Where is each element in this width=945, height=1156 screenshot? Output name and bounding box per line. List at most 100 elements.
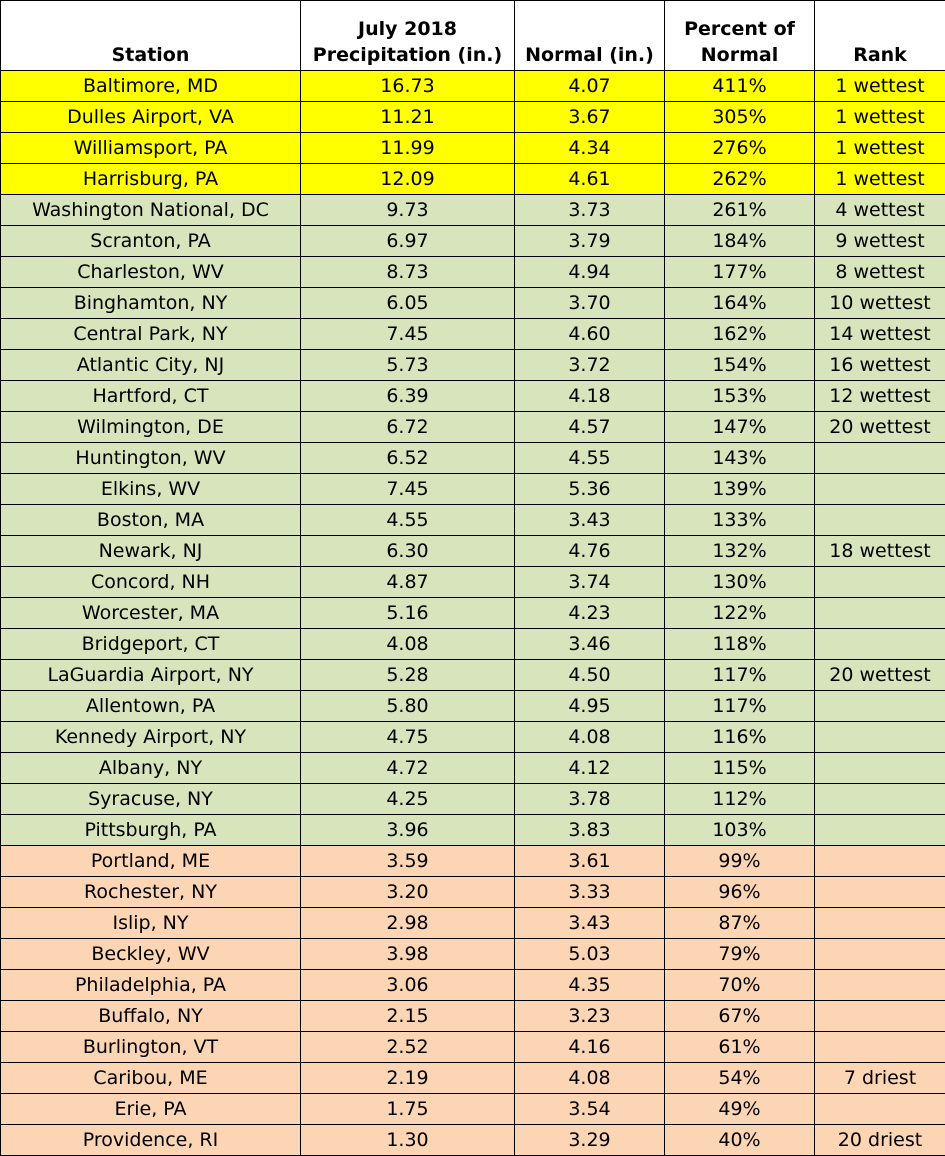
- rank-cell: [815, 722, 945, 753]
- rank-cell: [815, 970, 945, 1001]
- normal-cell: 3.43: [515, 505, 665, 536]
- header-percent-of-normal: Percent of Normal: [665, 1, 815, 71]
- rank-cell: 1 wettest: [815, 164, 945, 195]
- normal-cell: 3.67: [515, 102, 665, 133]
- station-cell: Boston, MA: [1, 505, 301, 536]
- precipitation-cell: 2.52: [301, 1032, 515, 1063]
- rank-cell: 20 driest: [815, 1125, 945, 1156]
- header-percent-line2: Normal: [665, 42, 814, 68]
- station-cell: Scranton, PA: [1, 226, 301, 257]
- precipitation-cell: 4.72: [301, 753, 515, 784]
- percent-of-normal-cell: 117%: [665, 660, 815, 691]
- rank-cell: [815, 505, 945, 536]
- percent-of-normal-cell: 276%: [665, 133, 815, 164]
- normal-cell: 3.54: [515, 1094, 665, 1125]
- rank-cell: 1 wettest: [815, 71, 945, 102]
- station-cell: Atlantic City, NJ: [1, 350, 301, 381]
- normal-cell: 3.61: [515, 846, 665, 877]
- precipitation-cell: 7.45: [301, 319, 515, 350]
- percent-of-normal-cell: 184%: [665, 226, 815, 257]
- station-cell: Portland, ME: [1, 846, 301, 877]
- station-cell: Worcester, MA: [1, 598, 301, 629]
- percent-of-normal-cell: 143%: [665, 443, 815, 474]
- percent-of-normal-cell: 115%: [665, 753, 815, 784]
- precipitation-cell: 4.25: [301, 784, 515, 815]
- header-precipitation: July 2018 Precipitation (in.): [301, 1, 515, 71]
- precipitation-cell: 9.73: [301, 195, 515, 226]
- precipitation-cell: 12.09: [301, 164, 515, 195]
- rank-cell: [815, 598, 945, 629]
- percent-of-normal-cell: 139%: [665, 474, 815, 505]
- header-normal: Normal (in.): [515, 1, 665, 71]
- normal-cell: 3.73: [515, 195, 665, 226]
- percent-of-normal-cell: 147%: [665, 412, 815, 443]
- header-rank: Rank: [815, 1, 945, 71]
- normal-cell: 4.23: [515, 598, 665, 629]
- percent-of-normal-cell: 103%: [665, 815, 815, 846]
- rank-cell: 9 wettest: [815, 226, 945, 257]
- station-cell: Burlington, VT: [1, 1032, 301, 1063]
- normal-cell: 3.70: [515, 288, 665, 319]
- percent-of-normal-cell: 130%: [665, 567, 815, 598]
- precipitation-cell: 5.16: [301, 598, 515, 629]
- normal-cell: 4.57: [515, 412, 665, 443]
- percent-of-normal-cell: 49%: [665, 1094, 815, 1125]
- station-cell: Caribou, ME: [1, 1063, 301, 1094]
- station-cell: Pittsburgh, PA: [1, 815, 301, 846]
- station-cell: Wilmington, DE: [1, 412, 301, 443]
- normal-cell: 3.23: [515, 1001, 665, 1032]
- precipitation-cell: 3.98: [301, 939, 515, 970]
- percent-of-normal-cell: 96%: [665, 877, 815, 908]
- precipitation-cell: 8.73: [301, 257, 515, 288]
- precipitation-cell: 2.19: [301, 1063, 515, 1094]
- rank-cell: 20 wettest: [815, 412, 945, 443]
- normal-cell: 4.95: [515, 691, 665, 722]
- rank-cell: [815, 877, 945, 908]
- header-precipitation-line2: Precipitation (in.): [301, 42, 514, 68]
- normal-cell: 4.07: [515, 71, 665, 102]
- percent-of-normal-cell: 261%: [665, 195, 815, 226]
- header-percent-line1: Percent of: [665, 16, 814, 42]
- rank-cell: [815, 691, 945, 722]
- station-cell: Buffalo, NY: [1, 1001, 301, 1032]
- rank-cell: [815, 1032, 945, 1063]
- precipitation-cell: 3.96: [301, 815, 515, 846]
- precipitation-cell: 3.20: [301, 877, 515, 908]
- rank-cell: 4 wettest: [815, 195, 945, 226]
- percent-of-normal-cell: 305%: [665, 102, 815, 133]
- rank-cell: [815, 443, 945, 474]
- precipitation-cell: 11.99: [301, 133, 515, 164]
- station-cell: Kennedy Airport, NY: [1, 722, 301, 753]
- normal-cell: 3.72: [515, 350, 665, 381]
- station-cell: Rochester, NY: [1, 877, 301, 908]
- percent-of-normal-cell: 112%: [665, 784, 815, 815]
- normal-cell: 4.16: [515, 1032, 665, 1063]
- percent-of-normal-cell: 87%: [665, 908, 815, 939]
- precipitation-cell: 1.75: [301, 1094, 515, 1125]
- percent-of-normal-cell: 133%: [665, 505, 815, 536]
- normal-cell: 4.61: [515, 164, 665, 195]
- precipitation-cell: 6.39: [301, 381, 515, 412]
- precipitation-cell: 1.30: [301, 1125, 515, 1156]
- percent-of-normal-cell: 99%: [665, 846, 815, 877]
- percent-of-normal-cell: 132%: [665, 536, 815, 567]
